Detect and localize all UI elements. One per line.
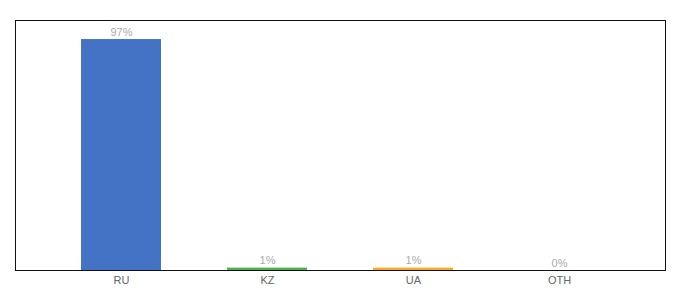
svg-text:97%: 97% bbox=[110, 26, 132, 38]
svg-text:1%: 1% bbox=[406, 254, 422, 266]
svg-text:UA: UA bbox=[406, 274, 422, 286]
svg-text:1%: 1% bbox=[260, 254, 276, 266]
svg-text:RU: RU bbox=[114, 274, 130, 286]
svg-text:0%: 0% bbox=[552, 257, 568, 269]
svg-text:KZ: KZ bbox=[260, 274, 274, 286]
svg-text:OTH: OTH bbox=[548, 274, 571, 286]
